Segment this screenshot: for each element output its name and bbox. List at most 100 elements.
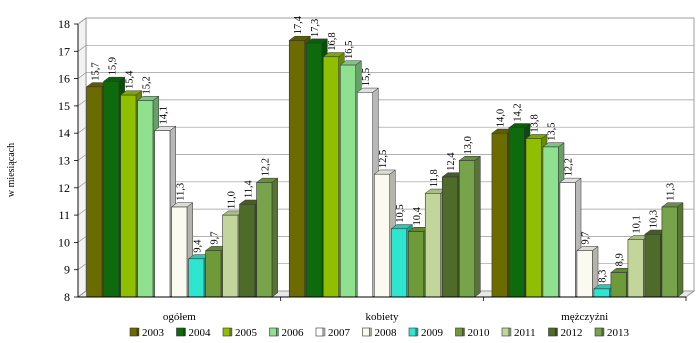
data-label-2006-2: 16,5	[344, 41, 355, 59]
x-axis: ogółem kobiety mężczyźni	[78, 296, 687, 323]
gridline	[77, 236, 694, 243]
bar-front	[407, 231, 425, 298]
legend-swatch-side	[462, 327, 465, 337]
bar-side	[677, 202, 684, 298]
legend-swatch	[362, 327, 370, 337]
y-tick-label: 13	[58, 154, 70, 168]
bar-front	[610, 272, 627, 298]
data-label-2010-2: 10,4	[412, 206, 423, 225]
category-label-1: ogółem	[163, 311, 196, 323]
gridline	[77, 44, 694, 52]
y-axis: 8 9 10 11 12 13 14 15 16 17 18	[58, 17, 79, 304]
data-label-2010-1: 9,7	[209, 231, 220, 244]
bar-front	[508, 127, 525, 298]
legend-swatch	[594, 327, 603, 337]
legend-swatch-side	[555, 327, 558, 337]
bar-top	[102, 76, 126, 82]
data-label-2003-3: 14,0	[496, 109, 507, 127]
y-tick-label: 18	[58, 17, 70, 31]
data-labels: 15,7 15,9 15,4 15,2 14,1 11,3 9,4 9,7 11,0 11,4 12…	[90, 15, 676, 283]
data-label-2007-2: 15,5	[361, 68, 372, 86]
data-label-2006-3: 13,5	[547, 122, 558, 140]
gridline	[77, 208, 694, 216]
bar-top	[661, 202, 684, 208]
gridline	[77, 126, 694, 134]
bar-front	[171, 206, 188, 298]
y-tick-label: 15	[58, 99, 70, 113]
bar-top	[339, 60, 363, 66]
y-tick-label: 8	[64, 290, 70, 304]
bar-top	[136, 95, 160, 101]
bar-front	[373, 173, 391, 298]
legend-item-2012: 2012	[548, 327, 583, 339]
bar-front	[458, 160, 476, 298]
legend-item-2009: 2009	[408, 327, 444, 339]
data-label-2005-1: 15,4	[124, 70, 135, 89]
bar-front	[441, 176, 459, 298]
bar-2008-3	[576, 245, 599, 298]
y-tick-label: 11	[58, 208, 70, 222]
gridline	[77, 263, 694, 270]
bar-2013-2	[458, 155, 482, 298]
legend-item-2008: 2008	[362, 327, 398, 339]
legend-swatch-side	[136, 327, 140, 337]
bar-front	[424, 192, 442, 298]
legend-swatch	[176, 327, 184, 337]
gridline	[77, 99, 694, 107]
bar-top	[153, 126, 177, 131]
bar-top	[305, 38, 329, 44]
bar-front	[239, 203, 256, 298]
bar-front	[120, 94, 137, 298]
bar-top	[322, 52, 346, 58]
y-axis-label: w miesiącach	[6, 143, 17, 197]
bar-front	[661, 206, 678, 298]
bar-front	[154, 130, 171, 298]
y-tick-label: 14	[58, 126, 70, 140]
legend-label: 2009	[421, 327, 444, 339]
bar-top	[255, 177, 279, 183]
data-label-2011-2: 11,8	[429, 169, 440, 187]
bar-front	[559, 182, 576, 298]
gridline	[77, 17, 694, 25]
bar-front	[103, 81, 120, 298]
data-label-2007-3: 12,2	[564, 158, 575, 176]
gridline	[77, 181, 694, 189]
legend-swatch-side	[369, 327, 372, 337]
data-label-2011-1: 11,0	[226, 191, 237, 209]
legend-label: 2013	[607, 327, 630, 339]
legend-swatch-side	[415, 327, 419, 337]
bar-top	[576, 246, 599, 251]
bar-top	[119, 90, 143, 96]
data-label-2006-1: 15,2	[141, 76, 152, 94]
data-label-2013-1: 12,2	[260, 158, 271, 176]
bar-top	[373, 169, 397, 175]
legend-swatch-side	[322, 327, 326, 337]
data-label-2009-2: 10,5	[395, 204, 406, 222]
legend-swatch	[455, 327, 463, 337]
data-label-2008-2: 12,5	[378, 150, 389, 168]
data-label-2003-1: 15,7	[90, 62, 101, 80]
data-label-2012-3: 10,3	[649, 210, 660, 228]
legend-label: 2006	[282, 327, 305, 339]
y-tick-label: 10	[58, 235, 70, 249]
data-label-2011-3: 10,1	[632, 215, 643, 233]
legend-label: 2003	[142, 327, 165, 339]
bar-top	[390, 224, 414, 229]
bar-front	[356, 91, 374, 298]
legend-swatch	[501, 327, 510, 337]
y-tick-label: 17	[58, 44, 70, 58]
legend-item-2003: 2003	[129, 327, 165, 339]
data-label-2004-2: 17,3	[310, 19, 321, 37]
legend-label: 2008	[375, 327, 398, 339]
bar-front	[644, 233, 661, 298]
y-tick-label: 12	[58, 181, 70, 195]
y-tick-label: 9	[64, 263, 70, 277]
legend-swatch	[315, 327, 324, 337]
data-label-2008-3: 9,7	[581, 231, 592, 244]
bar-2013-1	[255, 177, 279, 298]
bar-top	[356, 87, 380, 93]
bar-front	[222, 214, 239, 298]
legend-item-2007: 2007	[315, 327, 351, 339]
category-label-2: kobiety	[366, 311, 399, 323]
